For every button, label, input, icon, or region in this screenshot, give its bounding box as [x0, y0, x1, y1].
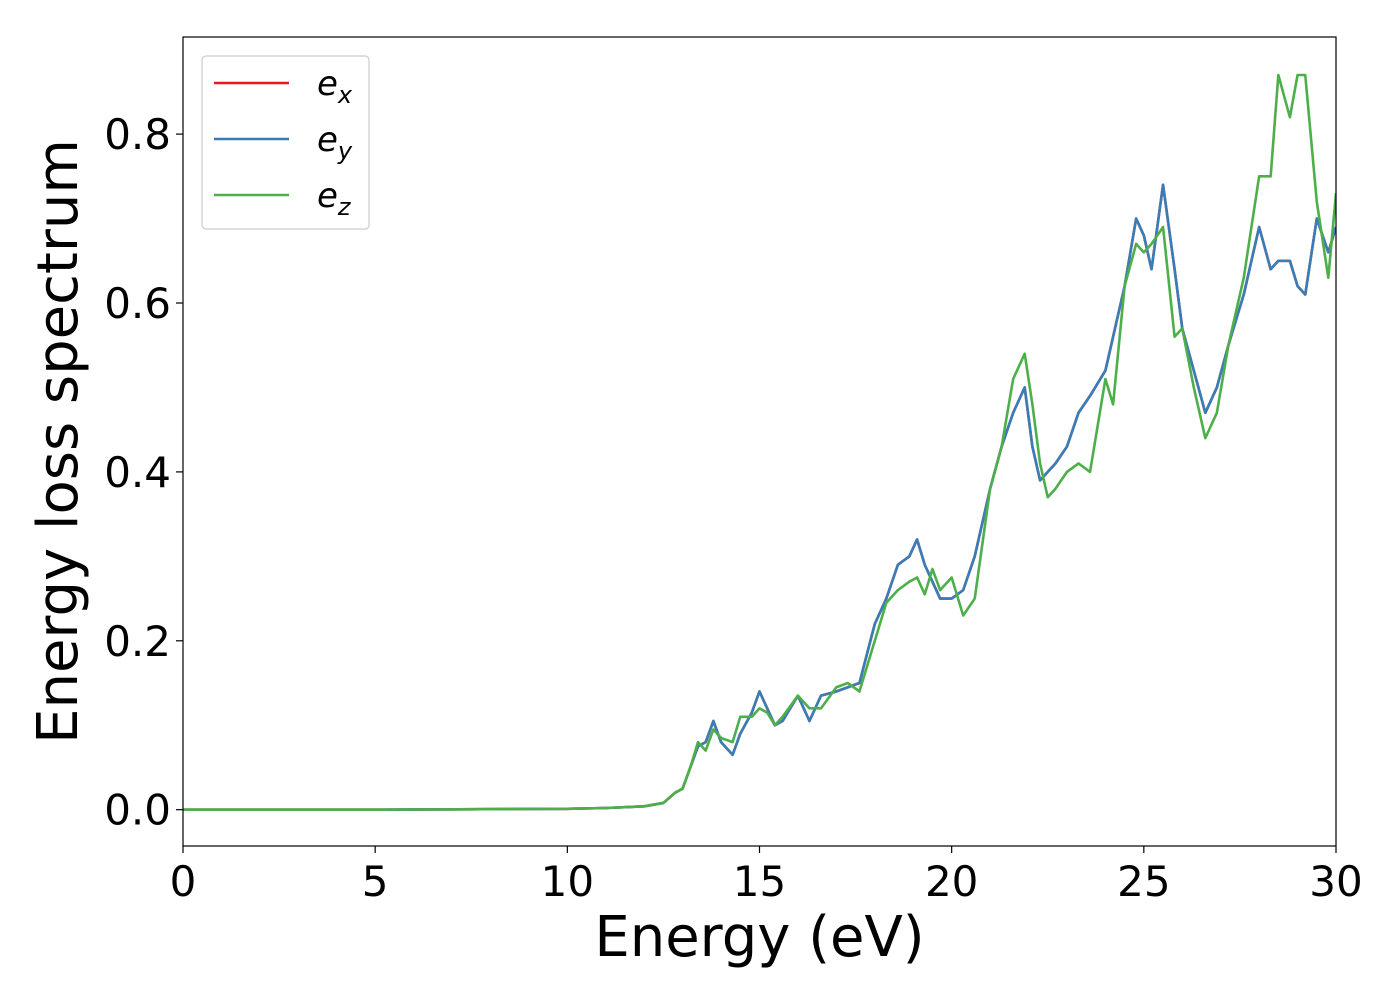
series-line-x — [183, 183, 1336, 811]
x-axis-ticks: 0 5 10 15 20 25 30 — [170, 846, 1363, 906]
legend-box — [201, 55, 370, 230]
series-line-y — [183, 183, 1336, 811]
y-tick-label: 0.0 — [104, 786, 171, 835]
x-tick-label: 15 — [733, 857, 786, 906]
x-tick-label: 10 — [541, 857, 594, 906]
x-tick-label: 20 — [925, 857, 978, 906]
x-tick-label: 0 — [170, 857, 197, 906]
y-tick-label: 0.2 — [104, 617, 171, 666]
x-tick-label: 5 — [362, 857, 389, 906]
legend-label-y: ey — [317, 120, 353, 165]
y-tick-label: 0.6 — [104, 279, 171, 328]
plot-lines — [183, 73, 1336, 811]
legend-label-x: ex — [317, 64, 353, 109]
x-tick-label: 30 — [1309, 857, 1362, 906]
legend: ex ey ez — [201, 55, 370, 230]
y-axis-label: Energy loss spectrum — [26, 139, 91, 744]
x-tick-label: 25 — [1117, 857, 1170, 906]
y-tick-label: 0.4 — [104, 448, 171, 497]
y-tick-label: 0.8 — [104, 110, 171, 159]
x-axis-label: Energy (eV) — [594, 905, 924, 970]
y-axis-ticks: 0.0 0.2 0.4 0.6 0.8 — [104, 110, 183, 835]
series-line-z — [183, 73, 1336, 811]
legend-label-z: ez — [317, 176, 352, 221]
